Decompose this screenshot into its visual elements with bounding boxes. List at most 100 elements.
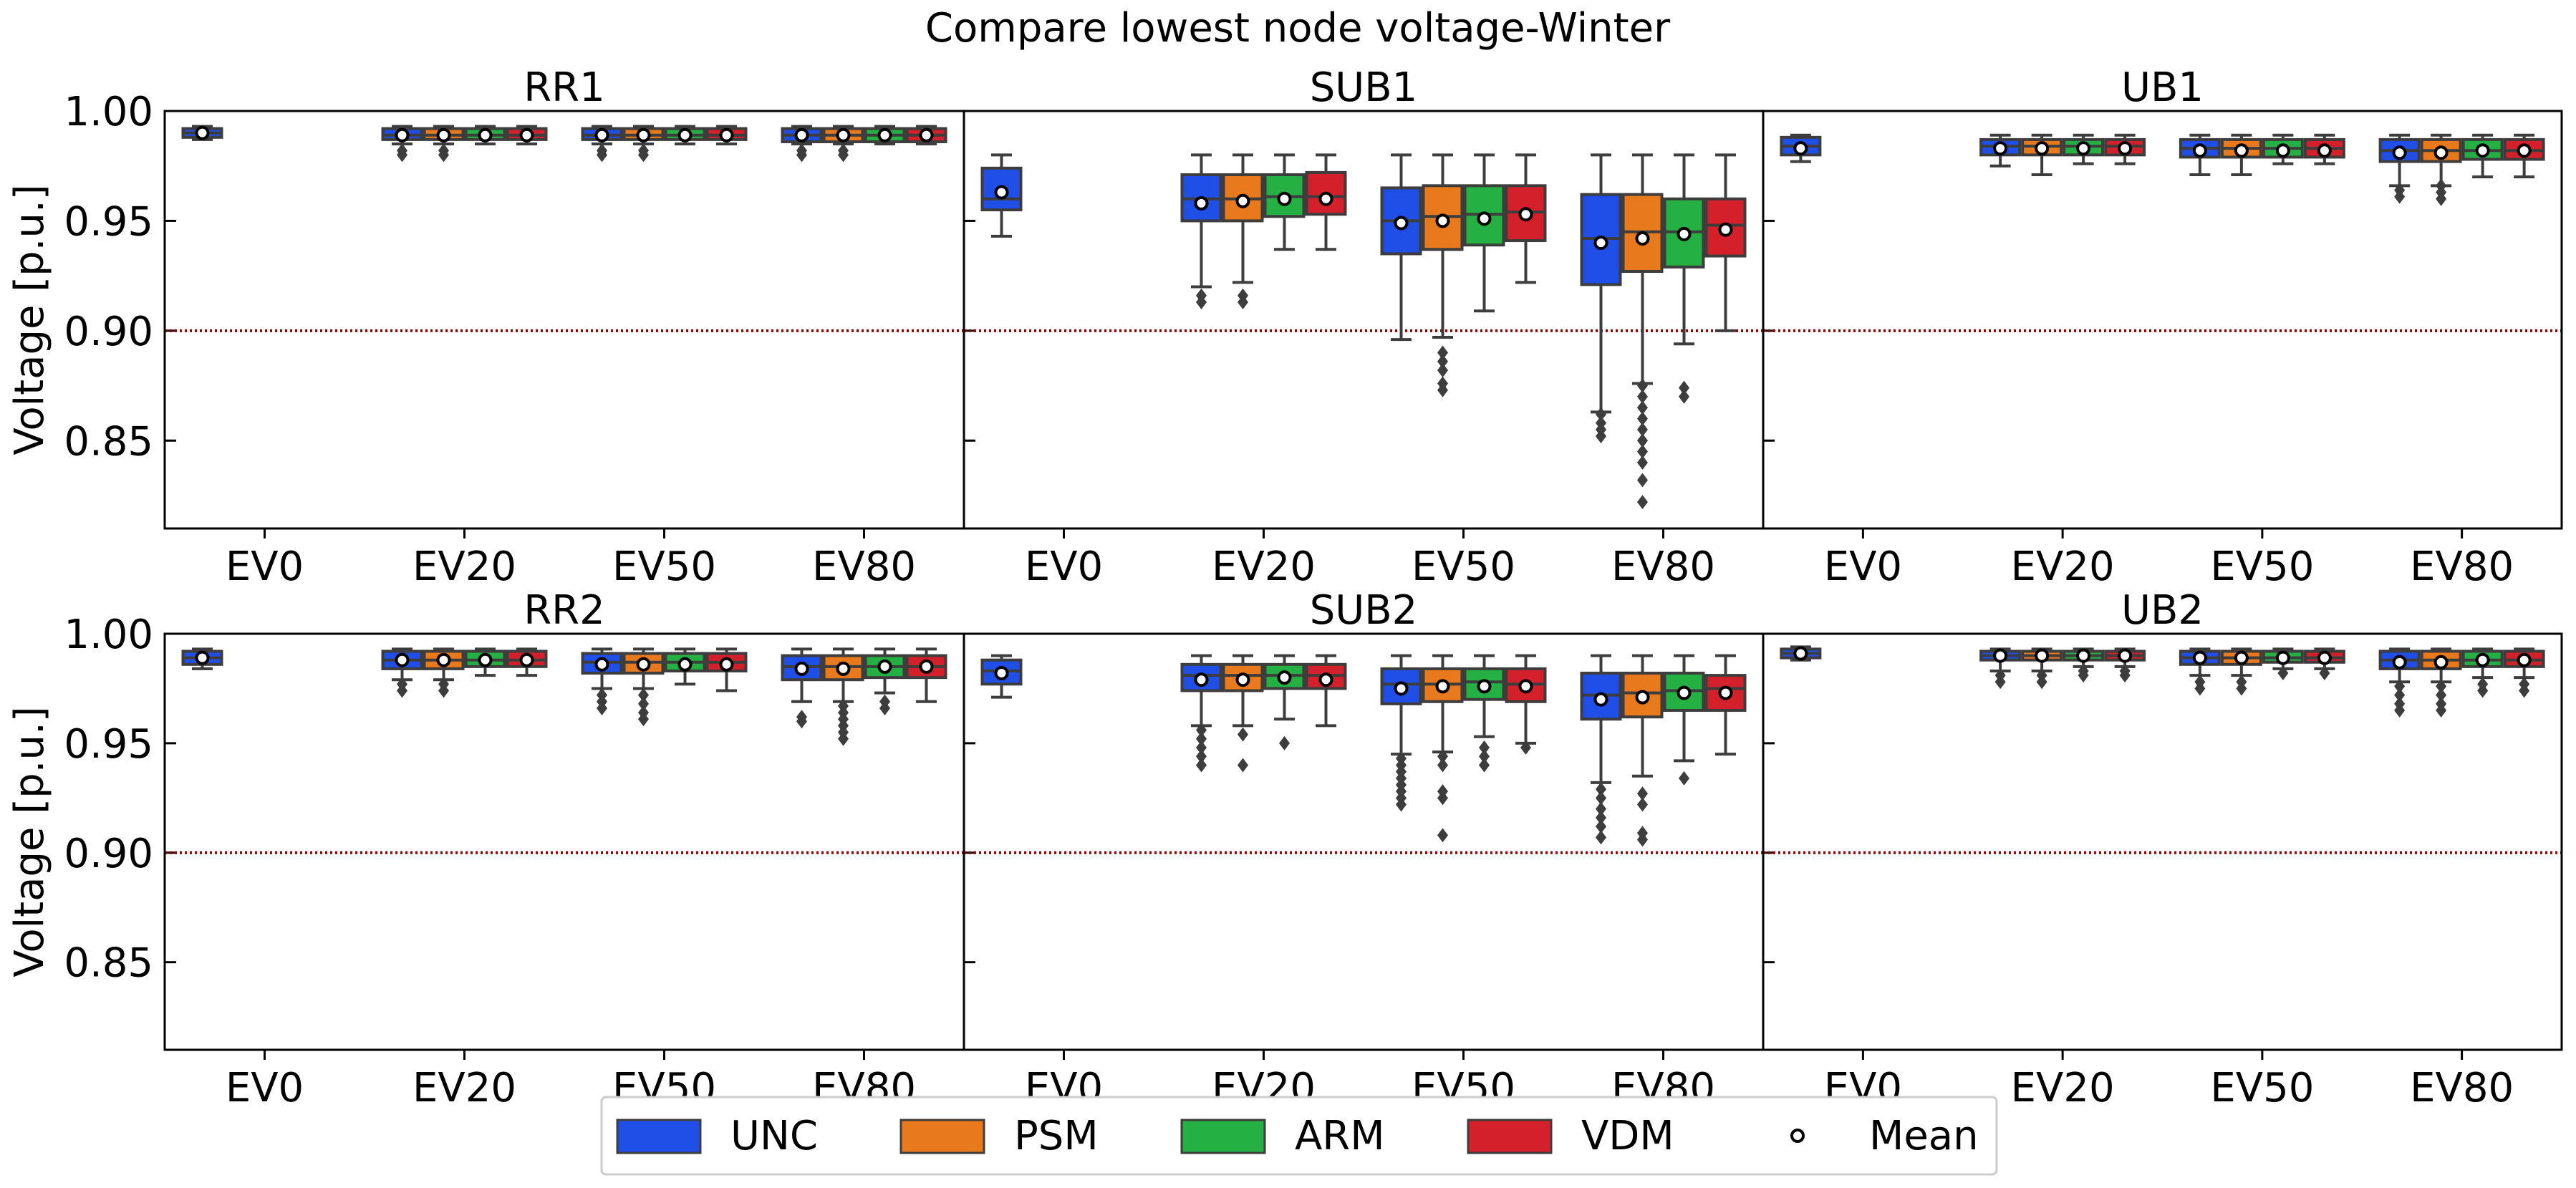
outlier-marker xyxy=(1679,389,1689,404)
x-tick-label: EV20 xyxy=(2011,544,2115,590)
mean-marker xyxy=(195,650,210,665)
outlier-marker xyxy=(1637,378,1648,393)
mean-marker xyxy=(478,127,493,143)
box-unc-ev50 xyxy=(581,125,623,163)
box-arm-ev50 xyxy=(2262,647,2304,681)
subplot-title: RR1 xyxy=(524,64,604,111)
mean-marker xyxy=(677,657,693,672)
box-vdm-ev50 xyxy=(1505,153,1547,284)
mean-marker xyxy=(677,127,693,143)
box-psm-ev50 xyxy=(1422,654,1464,843)
outlier-marker xyxy=(2394,189,2406,204)
mean-marker xyxy=(195,125,210,140)
outlier-marker xyxy=(1238,727,1248,742)
outlier-marker xyxy=(1238,294,1248,309)
outlier-marker xyxy=(1679,771,1689,786)
box-vdm-ev50 xyxy=(1505,654,1547,755)
mean-marker xyxy=(1718,685,1733,700)
box-psm-ev80 xyxy=(2420,133,2462,206)
outlier-marker xyxy=(397,148,407,163)
outlier-marker xyxy=(638,712,649,727)
box-vdm-ev80 xyxy=(2503,133,2545,179)
box-arm-ev80 xyxy=(2461,647,2504,698)
mean-marker xyxy=(636,127,651,143)
box-vdm-ev20 xyxy=(1305,153,1347,251)
box-arm-ev80 xyxy=(864,647,906,715)
mean-marker xyxy=(2035,141,2050,156)
subplot-title: RR2 xyxy=(524,587,604,634)
outlier-marker xyxy=(1196,723,1207,738)
outlier-marker xyxy=(838,731,849,746)
box-unc-ev20 xyxy=(1180,654,1222,773)
box-unc-ev80 xyxy=(2378,647,2421,718)
outlier-marker xyxy=(1637,411,1648,426)
outlier-marker xyxy=(1238,758,1248,773)
box-arm-ev80 xyxy=(1663,654,1705,786)
outlier-marker xyxy=(1637,444,1648,459)
mean-marker xyxy=(2192,143,2207,158)
box-unc-ev20 xyxy=(1180,153,1222,309)
box-psm-ev80 xyxy=(2420,647,2462,718)
legend-swatch xyxy=(899,1119,985,1154)
legend-swatch xyxy=(616,1119,702,1154)
x-tick-label: EV50 xyxy=(1412,544,1515,590)
mean-marker xyxy=(2275,650,2290,665)
y-tick-label: 0.90 xyxy=(64,831,153,877)
outlier-marker xyxy=(1637,832,1648,847)
legend-label: UNC xyxy=(730,1113,818,1159)
legend-mean-marker xyxy=(1790,1129,1805,1143)
y-tick-label: 0.90 xyxy=(64,309,153,355)
mean-marker xyxy=(2118,141,2133,156)
x-tick-label: EV50 xyxy=(2210,1065,2314,1111)
outlier-marker xyxy=(1196,758,1207,773)
mean-marker xyxy=(719,127,734,143)
mean-marker xyxy=(2475,143,2490,158)
outlier-marker xyxy=(2436,679,2447,694)
outlier-marker xyxy=(1637,495,1648,510)
outlier-marker xyxy=(796,714,807,729)
box-unc-ev0 xyxy=(980,153,1023,238)
x-tick-label: EV20 xyxy=(413,544,516,590)
box-body xyxy=(1380,667,1422,705)
mean-marker xyxy=(436,652,451,667)
subplot-ub1: UB1 EV0 EV20 EV50 EV80 xyxy=(1762,64,2563,590)
mean-marker xyxy=(1435,679,1450,694)
mean-marker xyxy=(519,127,534,143)
mean-marker xyxy=(919,659,934,674)
outlier-marker xyxy=(1596,830,1606,845)
box-psm-ev50 xyxy=(2220,647,2262,696)
outlier-marker xyxy=(879,700,890,715)
outlier-marker xyxy=(1637,455,1648,470)
subplot-title: SUB2 xyxy=(1310,587,1418,634)
outlier-marker xyxy=(838,148,849,163)
mean-marker xyxy=(2433,145,2449,160)
outlier-marker xyxy=(2119,668,2131,683)
mean-marker xyxy=(1793,646,1808,661)
outlier-marker xyxy=(1396,797,1407,812)
mean-marker xyxy=(1677,226,1692,241)
legend-item-psm: PSM xyxy=(899,1113,1099,1159)
box-unc-ev20 xyxy=(381,647,423,698)
legend-frame xyxy=(600,1096,1998,1176)
box-vdm-ev20 xyxy=(1305,654,1347,728)
box-psm-ev20 xyxy=(1222,153,1264,309)
mean-marker xyxy=(2234,143,2249,158)
mean-marker xyxy=(1677,685,1692,700)
x-tick-label: EV0 xyxy=(226,1065,304,1111)
mean-marker xyxy=(1277,191,1292,206)
box-unc-ev80 xyxy=(1580,654,1622,845)
outlier-marker xyxy=(1596,782,1606,797)
box-psm-ev50 xyxy=(622,125,665,163)
legend-item-mean: Mean xyxy=(1790,1113,1979,1159)
outlier-marker xyxy=(1520,740,1531,755)
box-psm-ev20 xyxy=(423,647,465,698)
subplot-sub1: SUB1 EV0 EV20 EV50 EV80 xyxy=(963,64,1765,590)
y-tick-label: 0.85 xyxy=(64,940,153,987)
mean-marker xyxy=(594,657,609,672)
mean-marker xyxy=(836,661,851,676)
outlier-marker xyxy=(438,148,449,163)
box-arm-ev20 xyxy=(2063,133,2105,165)
outlier-marker xyxy=(1279,735,1290,750)
y-tick-label: 0.95 xyxy=(64,198,153,245)
